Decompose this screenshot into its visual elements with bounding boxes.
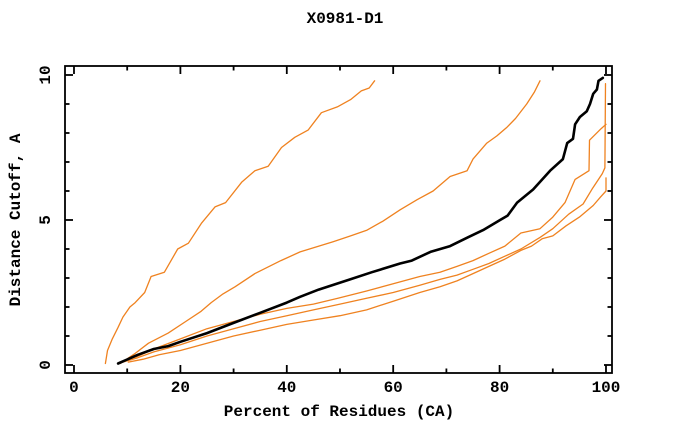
x-tick-label: 40: [277, 379, 296, 397]
y-tick-label: 5: [37, 215, 55, 225]
orange-curve-2: [119, 80, 541, 365]
orange-curve-3: [123, 123, 607, 362]
x-tick-label: 20: [171, 379, 190, 397]
orange-curve-5: [127, 177, 607, 363]
x-tick-label: 0: [69, 379, 79, 397]
y-tick-label: 0: [37, 360, 55, 370]
chart-title: X0981-D1: [307, 10, 384, 28]
x-axis-label: Percent of Residues (CA): [224, 403, 454, 421]
plot-area: 0 20 40 60 80 100 0 5 10: [37, 65, 620, 397]
black-curve: [116, 76, 605, 365]
x-tick-label: 80: [490, 379, 509, 397]
x-tick-label: 100: [592, 379, 621, 397]
plot-border: [64, 65, 613, 374]
x-tick-label: 60: [384, 379, 403, 397]
orange-curve-1: [104, 80, 376, 365]
y-tick-label: 10: [37, 65, 55, 84]
orange-curve-4: [122, 83, 607, 363]
y-axis-label: Distance Cutoff, A: [7, 133, 25, 306]
